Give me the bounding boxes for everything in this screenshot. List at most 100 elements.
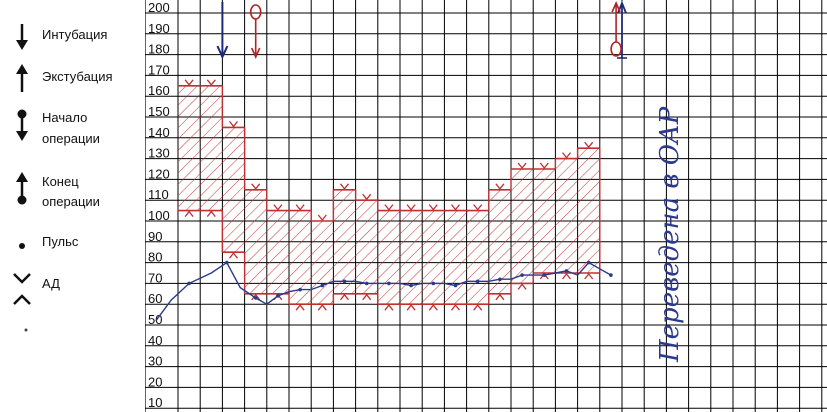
bp-interval	[355, 200, 378, 294]
bp-interval	[222, 127, 245, 253]
legend-item-extubation: Экстубация	[0, 62, 145, 92]
y-tick-label: 120	[148, 166, 170, 181]
pulse-point	[187, 281, 191, 286]
y-tick-label: 190	[148, 21, 170, 36]
bp-diastolic-mark	[428, 304, 438, 311]
operation-start-circle	[249, 4, 262, 20]
pulse-point	[409, 283, 413, 288]
y-tick-label: 110	[148, 187, 169, 202]
bp-interval	[533, 169, 556, 273]
y-tick-label: 170	[148, 62, 170, 77]
bp-diastolic-mark	[473, 304, 483, 311]
bp-systolic-mark	[273, 204, 283, 211]
y-tick-label: 40	[148, 333, 162, 348]
bp-systolic-mark	[406, 204, 416, 211]
pulse-point	[609, 273, 613, 277]
bp-systolic-mark	[517, 162, 527, 170]
pulse-line	[155, 261, 612, 322]
legend-item-pulse: Пульс	[0, 232, 145, 262]
bp-systolic-mark	[206, 79, 216, 86]
bp-systolic-mark	[228, 120, 239, 128]
operation-end-circle	[610, 41, 622, 57]
pulse-point	[475, 279, 480, 284]
pulse-point	[298, 287, 302, 292]
bp-interval	[400, 210, 423, 305]
bp-interval	[289, 210, 312, 305]
bp-systolic-mark	[473, 204, 483, 211]
bp-diastolic-mark	[450, 304, 461, 311]
event-markers	[216, 0, 627, 60]
bp-diastolic-mark	[517, 283, 527, 290]
y-tick-label: 140	[148, 125, 170, 140]
y-tick-label: 130	[148, 146, 170, 161]
bp-systolic-mark	[184, 79, 194, 86]
bp-diastolic-mark	[406, 304, 416, 311]
handwritten-annotation: Переведена в ОАР	[655, 106, 685, 363]
bp-interval	[422, 210, 445, 305]
pulse-point	[520, 273, 524, 277]
bp-interval	[466, 210, 489, 305]
bp-diastolic-mark	[228, 252, 239, 259]
legend-label-line2: операции	[42, 131, 100, 146]
annotation-text: Переведена в ОАР	[655, 106, 685, 363]
bp-interval	[555, 158, 578, 273]
y-tick-label: 70	[148, 270, 162, 285]
legend: Интубация Экстубация Начало операции Кон…	[0, 0, 145, 412]
legend-label: АД	[42, 276, 60, 291]
y-tick-label: 100	[148, 208, 170, 223]
bp-diastolic-mark	[184, 210, 194, 218]
bp-diastolic-mark	[495, 293, 505, 301]
bp-diastolic-mark	[561, 272, 572, 280]
y-tick-label: 200	[148, 0, 170, 15]
bp-diastolic-mark	[317, 304, 327, 311]
y-tick-label: 160	[148, 83, 170, 98]
bp-band	[178, 79, 601, 311]
bp-interval	[444, 210, 467, 305]
operation-start-icon	[16, 109, 28, 141]
bp-interval	[311, 221, 334, 305]
pulse-point	[253, 296, 258, 300]
bp-interval	[333, 189, 356, 294]
arrow-up-icon	[16, 64, 28, 92]
chart-grid	[144, 0, 827, 412]
bp-diastolic-mark	[295, 304, 305, 311]
y-tick-label: 30	[148, 354, 162, 369]
y-tick-label: 60	[148, 291, 162, 306]
y-tick-label: 10	[148, 395, 162, 410]
y-tick-label: 180	[148, 42, 170, 57]
pulse-point	[276, 294, 280, 298]
pulse-point	[453, 283, 458, 288]
legend-label: Конец	[42, 174, 79, 189]
pulse-point	[564, 269, 569, 273]
legend-label: Интубация	[42, 27, 108, 42]
bp-diastolic-mark	[362, 293, 372, 301]
bp-systolic-mark	[561, 152, 572, 159]
bp-systolic-mark	[339, 183, 350, 190]
y-axis-ticks: 200 190 180 170 160 150 140 130 120 110 100 90 80 70 6…	[148, 0, 170, 410]
pulse-series	[155, 260, 613, 322]
bp-chevron-icon	[13, 273, 31, 305]
legend-item-bp: АД	[0, 270, 145, 305]
pulse-point	[320, 283, 325, 288]
bp-interval	[377, 210, 400, 305]
y-tick-label: 90	[148, 229, 162, 244]
mark-dot-icon	[24, 328, 28, 332]
bp-diastolic-mark	[206, 210, 216, 218]
bp-diastolic-mark	[339, 293, 350, 301]
legend-label: Экстубация	[42, 69, 113, 84]
legend-label: Начало	[42, 110, 88, 125]
pulse-point	[225, 260, 229, 265]
bp-systolic-mark	[539, 162, 549, 170]
operation-end-icon	[16, 172, 28, 205]
bp-systolic-mark	[450, 204, 461, 211]
pulse-dot-icon	[19, 243, 25, 249]
operation-start-arrowhead	[250, 47, 261, 59]
y-tick-label: 150	[148, 104, 170, 119]
bp-systolic-mark	[295, 204, 305, 211]
pulse-point	[342, 279, 347, 284]
bp-interval	[488, 189, 511, 294]
bp-interval	[577, 148, 600, 273]
bp-systolic-mark	[251, 183, 261, 190]
bp-systolic-mark	[384, 204, 394, 211]
